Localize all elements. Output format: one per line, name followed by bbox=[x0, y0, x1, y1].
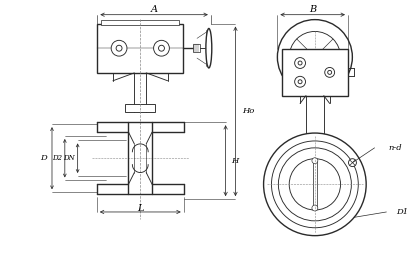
Circle shape bbox=[297, 80, 301, 84]
Text: D: D bbox=[40, 154, 47, 162]
Bar bbox=[97, 24, 183, 73]
Circle shape bbox=[294, 76, 305, 87]
Text: H: H bbox=[231, 157, 238, 165]
Bar bbox=[101, 20, 179, 25]
Bar bbox=[125, 104, 155, 112]
Text: Ho: Ho bbox=[242, 107, 254, 115]
Circle shape bbox=[294, 58, 305, 68]
Circle shape bbox=[153, 40, 169, 56]
Bar bbox=[281, 49, 347, 96]
Text: L: L bbox=[137, 204, 143, 213]
Circle shape bbox=[278, 148, 351, 221]
Circle shape bbox=[307, 50, 321, 64]
Circle shape bbox=[288, 159, 340, 210]
Circle shape bbox=[277, 20, 351, 95]
Circle shape bbox=[158, 45, 164, 51]
Circle shape bbox=[327, 70, 331, 74]
Circle shape bbox=[271, 141, 357, 228]
Circle shape bbox=[111, 40, 127, 56]
Circle shape bbox=[348, 159, 355, 167]
Circle shape bbox=[116, 45, 122, 51]
Ellipse shape bbox=[205, 28, 211, 68]
Bar bbox=[193, 44, 200, 52]
Circle shape bbox=[324, 67, 334, 77]
Text: n-d: n-d bbox=[387, 144, 401, 152]
Circle shape bbox=[263, 133, 365, 236]
Circle shape bbox=[311, 158, 317, 164]
Circle shape bbox=[288, 32, 340, 83]
Text: D1: D1 bbox=[395, 208, 407, 216]
Circle shape bbox=[297, 61, 301, 65]
Text: D2: D2 bbox=[52, 154, 62, 162]
Text: A: A bbox=[150, 5, 157, 14]
Circle shape bbox=[311, 205, 317, 211]
Text: B: B bbox=[308, 5, 315, 14]
Text: DN: DN bbox=[63, 154, 74, 162]
